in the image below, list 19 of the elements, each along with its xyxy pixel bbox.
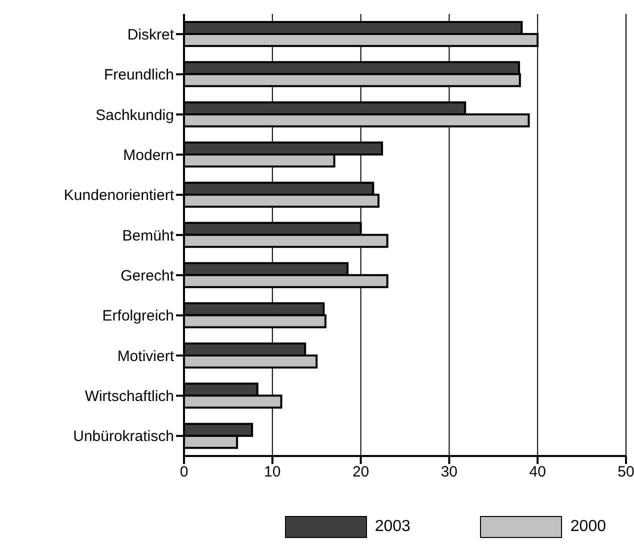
x-tick-label: 30 [440,464,458,481]
x-tick-label: 0 [180,464,188,481]
text: 2000 [570,518,606,536]
x-tick-label: 40 [529,464,546,481]
text: 2003 [374,518,410,536]
y-tick-label: Diskret [127,26,175,44]
y-tick-label: Modern [123,146,174,164]
y-tick-label: Sachkundig [96,106,174,124]
y-tick-label: Bemüht [122,227,175,244]
x-tick-label: 10 [264,464,281,481]
y-tick-label: Unbürokratisch [73,428,174,446]
x-tick-label: 50 [618,464,634,481]
y-tick-label: Gerecht [120,268,175,285]
y-tick-label: Erfolgreich [102,308,174,325]
y-tick-label: Motiviert [117,348,175,365]
y-tick-label: Kundenorientiert [64,187,175,204]
y-tick-label: Wirtschaftlich [84,388,174,406]
y-tick-label: Freundlich [104,66,174,84]
x-tick-label: 20 [352,464,370,481]
